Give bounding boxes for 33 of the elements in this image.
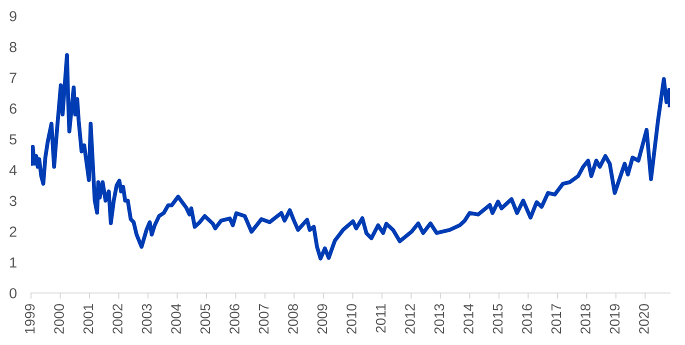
x-tick-label: 2004 — [171, 304, 181, 334]
x-tick-label: 2018 — [580, 304, 590, 334]
y-tick-label: 3 — [10, 196, 16, 206]
x-tick-label: 2020 — [639, 304, 649, 334]
x-tick-label: 2000 — [54, 304, 64, 334]
line-series — [31, 53, 670, 260]
x-tick-label: 1999 — [24, 304, 35, 334]
y-tick-label: 2 — [10, 226, 16, 237]
x-tick-label: 2019 — [610, 304, 620, 334]
x-tick-label: 2014 — [464, 304, 474, 334]
x-tick-label: 2017 — [551, 304, 562, 334]
y-tick-label: 1 — [10, 257, 16, 268]
x-tick-label: 2005 — [200, 304, 210, 334]
x-tick-label: 2002 — [112, 304, 122, 334]
x-tick-label: 2009 — [317, 304, 328, 334]
y-tick-label: 8 — [10, 42, 16, 52]
x-tick-label: 2013 — [434, 304, 444, 334]
x-tick-label: 2010 — [346, 304, 356, 334]
x-tick-label: 2008 — [288, 304, 298, 334]
x-tick-label: 2006 — [230, 304, 240, 334]
y-tick-label: 0 — [10, 288, 17, 298]
x-tick-label: 2012 — [405, 304, 415, 334]
y-tick-label: 7 — [10, 72, 16, 83]
x-tick-label: 2016 — [522, 304, 532, 334]
y-tick-label: 4 — [9, 165, 17, 176]
y-tick-label: 6 — [10, 103, 16, 114]
x-tick-label: 2007 — [258, 304, 269, 334]
y-tick-label: 5 — [10, 134, 16, 145]
x-tick-label: 2001 — [83, 304, 94, 334]
y-tick-label: 9 — [10, 11, 16, 22]
x-tick-label: 2015 — [492, 304, 503, 334]
x-tick-label: 2003 — [142, 304, 152, 334]
x-tick-label: 2011 — [376, 304, 386, 333]
